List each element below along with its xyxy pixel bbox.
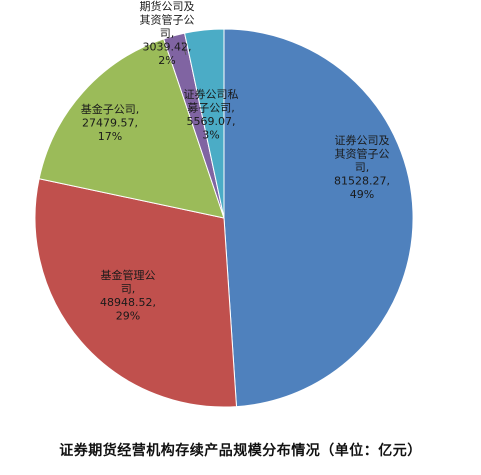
slice-label-line: 司, bbox=[121, 283, 136, 296]
slice-label-line: 期货公司及 bbox=[140, 0, 195, 13]
slice-label-line: 基金管理公 bbox=[101, 268, 156, 282]
slice-label-line: 其资管子公 bbox=[140, 13, 195, 27]
pie-slice-0 bbox=[223, 28, 414, 408]
pie-slice-1 bbox=[34, 178, 238, 408]
pie-slice-4 bbox=[183, 28, 225, 219]
slice-label-line: 司, bbox=[355, 161, 370, 174]
chart-title: 证券期货经营机构存续产品规模分布情况（单位：亿元） bbox=[59, 443, 422, 459]
slice-label-line: 48948.52, bbox=[100, 296, 156, 309]
slice-label-line: 其资管子公 bbox=[335, 147, 390, 161]
slice-label-line: 3039.42, bbox=[143, 41, 192, 54]
slice-label-line: 81528.27, bbox=[334, 175, 390, 188]
slice-label-1: 基金管理公司, 48948.52, 29% bbox=[100, 268, 156, 323]
slice-labels: 证券公司及其资管子公司, 81528.27, 49%基金管理公司, 48948.52,… bbox=[81, 0, 390, 323]
slice-label-line: 49% bbox=[350, 188, 374, 201]
slice-label-3: 期货公司及其资管子公司, 3039.42, 2% bbox=[140, 0, 195, 67]
slice-label-line: 2% bbox=[158, 54, 175, 67]
slice-label-line: 证券公司私 bbox=[184, 87, 239, 101]
slice-label-line: 基金子公司, bbox=[81, 102, 140, 116]
slice-label-line: 29% bbox=[116, 310, 140, 323]
slice-label-line: 17% bbox=[98, 130, 122, 143]
slice-label-2: 基金子公司, 27479.57, 17% bbox=[81, 102, 140, 143]
pie-slices bbox=[34, 28, 414, 408]
slice-label-line: 司, bbox=[160, 27, 175, 40]
pie-chart: 证券公司及其资管子公司, 81528.27, 49%基金管理公司, 48948.52,… bbox=[34, 0, 414, 408]
leader-line bbox=[181, 41, 187, 56]
slice-label-line: 5569.07, bbox=[187, 115, 236, 128]
slice-label-line: 3% bbox=[202, 129, 219, 142]
slice-label-line: 证券公司及 bbox=[335, 133, 390, 147]
pie-slice-2 bbox=[38, 38, 225, 219]
slice-label-4: 证券公司私募子公司, 5569.07, 3% bbox=[184, 87, 239, 142]
slice-label-line: 募子公司, bbox=[187, 102, 235, 115]
slice-label-0: 证券公司及其资管子公司, 81528.27, 49% bbox=[334, 133, 390, 201]
slice-label-line: 27479.57, bbox=[82, 117, 138, 130]
